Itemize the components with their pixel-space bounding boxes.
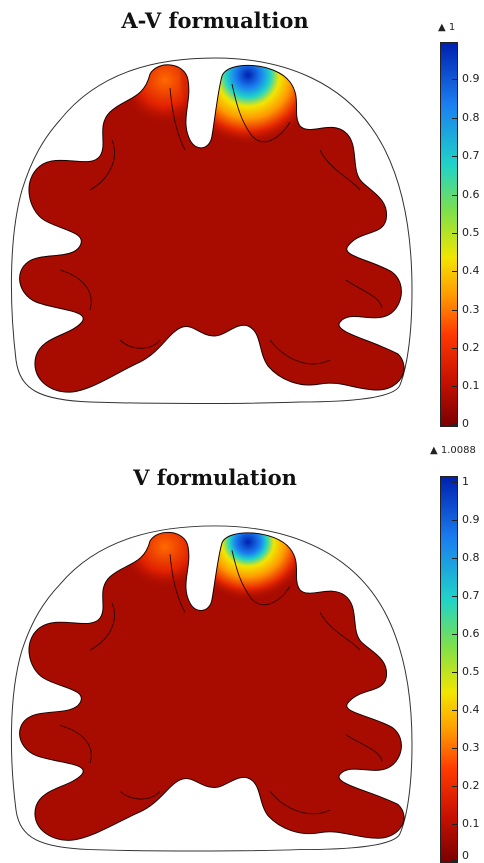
panel-av-formulation: A-V formualtion — [0, 0, 484, 431]
colorbar-tick-label: 0.5 — [462, 226, 480, 239]
colorbar-tick-label: 0.7 — [462, 589, 480, 602]
panel-title: V formulation — [133, 465, 297, 490]
colorbar-tick-label: 0.4 — [462, 703, 480, 716]
colorbar-tick-label: 0 — [462, 417, 469, 430]
colorbar-tick-label: 0.7 — [462, 149, 480, 162]
colorbar-tick-label: 0.9 — [462, 513, 480, 526]
colorbar-tick-label: 0.2 — [462, 341, 480, 354]
colorbar-tick-label: 0.4 — [462, 264, 480, 277]
colorbar-tick-label: 0.1 — [462, 379, 480, 392]
colorbar-tick-label: 0.9 — [462, 72, 480, 85]
colorbar-tick-label: 0.2 — [462, 779, 480, 792]
colorbar-tick-label: 1 — [462, 475, 469, 488]
colorbar-tick-label: 0.8 — [462, 111, 480, 124]
colorbar-max-label: ▲ 1.0088 — [430, 445, 476, 456]
colorbar-tick-label: 0 — [462, 849, 469, 862]
colorbar-tick-label: 0.5 — [462, 665, 480, 678]
colorbar — [440, 476, 458, 863]
panel-v-formulation: V formulation — [0, 431, 484, 863]
colorbar-tick-label: 0.6 — [462, 188, 480, 201]
colorbar — [440, 42, 458, 427]
colorbar-tick-label: 0.8 — [462, 551, 480, 564]
panel-title: A-V formualtion — [121, 8, 309, 33]
colorbar-max-label: ▲ 1 — [438, 22, 456, 33]
colorbar-tick-label: 0.3 — [462, 741, 480, 754]
brain-slice-plot — [10, 57, 413, 404]
colorbar-tick-label: 0.3 — [462, 303, 480, 316]
colorbar-tick-label: 0.6 — [462, 627, 480, 640]
brain-slice-plot — [10, 525, 413, 852]
colorbar-tick-label: 0.1 — [462, 817, 480, 830]
